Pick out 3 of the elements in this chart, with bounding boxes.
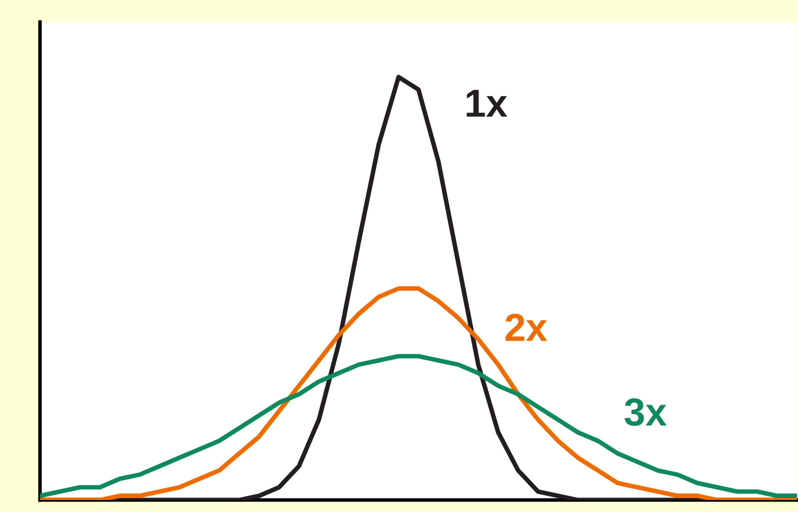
series-label: 1x [466,90,508,117]
series-label: 2x [506,314,548,341]
series-label: 3x [624,398,667,426]
